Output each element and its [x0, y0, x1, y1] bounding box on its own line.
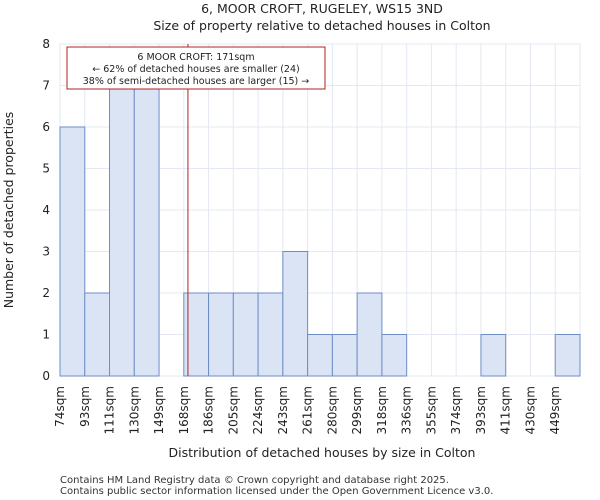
- annotation-line2: ← 62% of detached houses are smaller (24…: [92, 64, 299, 75]
- bar-449sqm: [554, 334, 581, 377]
- chart-title: 6, MOOR CROFT, RUGELEY, WS15 3ND: [201, 1, 443, 16]
- x-tick-label: 205sqm: [226, 386, 240, 434]
- bar-205sqm: [232, 292, 259, 377]
- x-tick-label: 224sqm: [251, 386, 265, 434]
- x-tick-label: 393sqm: [474, 386, 488, 434]
- footer-line2: Contains public sector information licen…: [60, 486, 493, 497]
- bars: [59, 85, 581, 377]
- y-axis-label: Number of detached properties: [1, 112, 16, 309]
- x-tick-label: 336sqm: [400, 386, 414, 434]
- bar-243sqm: [282, 251, 309, 377]
- y-axis-ticks: 0 1 2 3 4 5 6 7 8: [42, 37, 50, 383]
- footer-line1: Contains HM Land Registry data © Crown c…: [60, 475, 449, 486]
- y-tick-label: 4: [42, 203, 50, 217]
- x-tick-label: 74sqm: [53, 386, 67, 427]
- x-tick-label: 111sqm: [103, 386, 117, 434]
- x-tick-label: 449sqm: [548, 386, 562, 434]
- bar-130sqm: [133, 85, 160, 377]
- x-tick-label: 411sqm: [499, 386, 513, 434]
- annotation-line3: 38% of semi-detached houses are larger (…: [83, 76, 310, 87]
- x-tick-label: 355sqm: [424, 386, 438, 434]
- y-tick-label: 8: [42, 37, 50, 51]
- chart-subtitle: Size of property relative to detached ho…: [153, 18, 490, 33]
- x-tick-label: 261sqm: [301, 386, 315, 434]
- x-tick-label: 318sqm: [375, 386, 389, 434]
- bar-393sqm: [480, 334, 507, 377]
- bar-111sqm: [109, 85, 135, 377]
- y-tick-label: 7: [42, 79, 50, 93]
- x-tick-label: 299sqm: [350, 386, 364, 434]
- bar-261sqm: [307, 334, 333, 377]
- y-tick-label: 1: [42, 328, 50, 342]
- x-axis-label: Distribution of detached houses by size …: [169, 445, 476, 460]
- x-tick-label: 430sqm: [523, 386, 537, 434]
- x-tick-label: 186sqm: [202, 386, 216, 434]
- y-tick-label: 6: [42, 120, 50, 134]
- bar-224sqm: [257, 292, 284, 377]
- x-tick-label: 243sqm: [276, 386, 290, 434]
- y-tick-label: 0: [42, 369, 50, 383]
- x-tick-label: 130sqm: [127, 386, 141, 434]
- x-tick-label: 280sqm: [325, 386, 339, 434]
- bar-280sqm: [331, 334, 358, 377]
- y-tick-label: 5: [42, 162, 50, 176]
- bar-93sqm: [84, 292, 111, 377]
- bar-318sqm: [381, 334, 408, 377]
- annotation-box: 6 MOOR CROFT: 171sqm ← 62% of detached h…: [66, 46, 326, 90]
- bar-299sqm: [356, 292, 383, 377]
- x-tick-label: 93sqm: [78, 386, 92, 427]
- x-tick-label: 374sqm: [449, 386, 463, 434]
- x-axis-ticks: 74sqm 93sqm 111sqm 130sqm 149sqm 168sqm 186sqm…: [53, 386, 562, 434]
- y-tick-label: 2: [42, 286, 50, 300]
- bar-74sqm: [59, 126, 86, 377]
- y-tick-label: 3: [42, 245, 50, 259]
- bar-186sqm: [208, 292, 234, 377]
- annotation-line1: 6 MOOR CROFT: 171sqm: [137, 52, 254, 63]
- x-tick-label: 168sqm: [177, 386, 191, 434]
- annotation-frame: [66, 46, 326, 90]
- x-tick-label: 149sqm: [152, 386, 166, 434]
